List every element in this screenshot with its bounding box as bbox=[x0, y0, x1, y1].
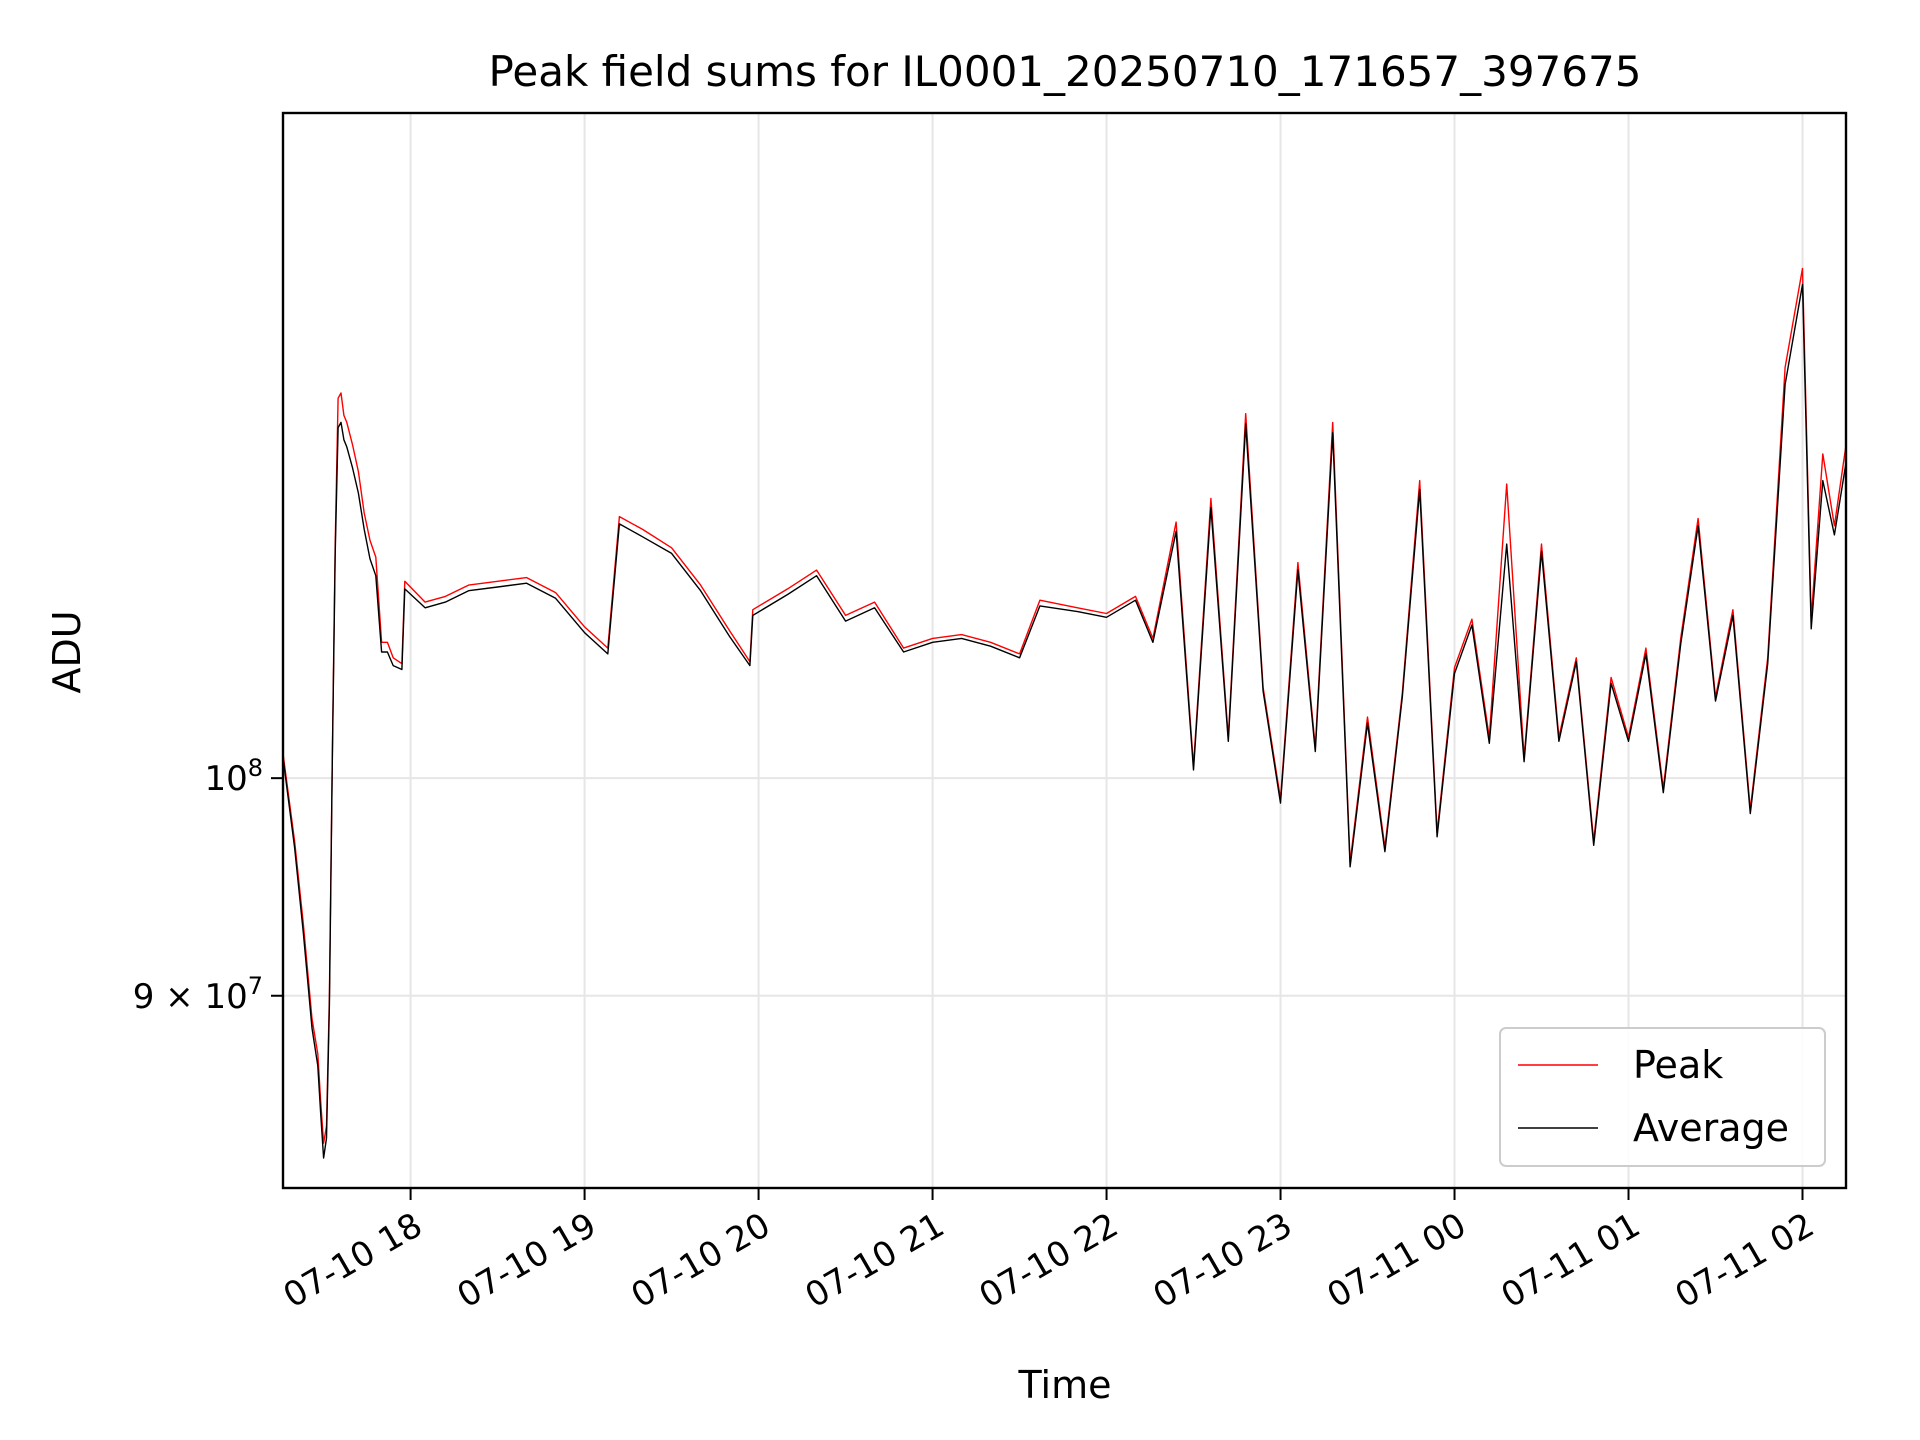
legend: Peak Average bbox=[1499, 1027, 1826, 1167]
x-tick-label: 07-10 23 bbox=[1147, 1205, 1299, 1316]
y-tick-exponent: 7 bbox=[248, 972, 263, 1000]
y-tick-base: 10 bbox=[204, 759, 247, 799]
legend-label-average: Average bbox=[1633, 1106, 1789, 1150]
y-tick-exponent: 8 bbox=[248, 754, 263, 782]
x-tick-label: 07-10 18 bbox=[277, 1205, 429, 1316]
y-tick-base: 10 bbox=[204, 977, 247, 1017]
x-axis-label: Time bbox=[1018, 1363, 1112, 1407]
plot-lines bbox=[282, 267, 1847, 1159]
x-tick-label: 07-10 19 bbox=[451, 1205, 603, 1316]
y-tick-coef: 9 × bbox=[133, 977, 205, 1017]
x-tick-label: 07-10 21 bbox=[799, 1205, 951, 1316]
grid bbox=[283, 113, 1846, 1188]
x-tick-label: 07-10 22 bbox=[973, 1205, 1125, 1316]
x-tick-label: 07-11 00 bbox=[1321, 1205, 1473, 1316]
legend-label-peak: Peak bbox=[1633, 1043, 1723, 1087]
x-tick-label: 07-10 20 bbox=[625, 1205, 777, 1316]
y-tick-label: 9 × 107 bbox=[133, 972, 263, 1017]
series-line-average bbox=[282, 283, 1847, 1159]
chart-title: Peak field sums for IL0001_20250710_1716… bbox=[489, 47, 1642, 96]
plot-area-frame bbox=[281, 111, 1848, 1190]
y-axis-label: ADU bbox=[45, 610, 89, 693]
series-line-peak bbox=[282, 267, 1847, 1144]
x-axis: 07-10 18 07-10 19 07-10 20 07-10 21 07-10 22… bbox=[277, 1188, 1821, 1316]
y-tick-label: 108 bbox=[204, 754, 263, 799]
legend-box bbox=[1499, 1027, 1826, 1167]
x-tick-label: 07-11 01 bbox=[1495, 1205, 1647, 1316]
x-tick-label: 07-11 02 bbox=[1669, 1205, 1821, 1316]
